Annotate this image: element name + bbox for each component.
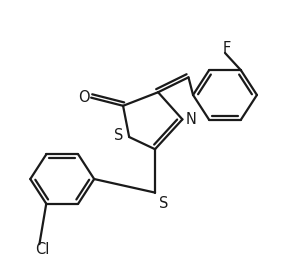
Text: F: F: [222, 41, 231, 56]
Text: Cl: Cl: [35, 241, 50, 256]
Text: O: O: [78, 90, 89, 105]
Text: N: N: [186, 112, 197, 127]
Text: S: S: [159, 196, 169, 211]
Text: S: S: [114, 128, 123, 143]
